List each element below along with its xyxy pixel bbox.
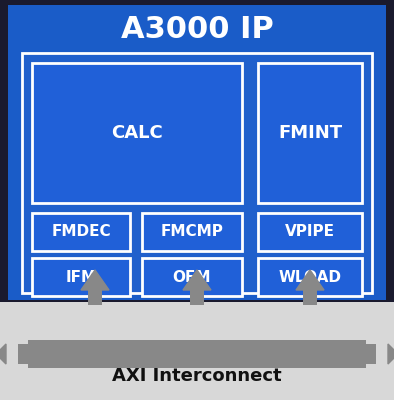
Polygon shape bbox=[296, 270, 324, 290]
Bar bbox=[142, 213, 242, 251]
Text: IFM: IFM bbox=[65, 270, 97, 284]
Polygon shape bbox=[0, 344, 6, 364]
Text: FMINT: FMINT bbox=[278, 124, 342, 142]
Text: OFM: OFM bbox=[173, 270, 211, 284]
Text: WLOAD: WLOAD bbox=[279, 270, 342, 284]
Bar bbox=[32, 213, 130, 251]
Text: VPIPE: VPIPE bbox=[285, 224, 335, 240]
Bar bbox=[18, 344, 28, 364]
Polygon shape bbox=[81, 270, 109, 290]
Text: FMCMP: FMCMP bbox=[161, 224, 223, 240]
Text: FMDEC: FMDEC bbox=[51, 224, 111, 240]
Polygon shape bbox=[183, 270, 211, 290]
Bar bbox=[258, 63, 362, 203]
Polygon shape bbox=[388, 344, 394, 364]
Bar bbox=[28, 340, 366, 368]
Text: CALC: CALC bbox=[111, 124, 163, 142]
Text: A3000 IP: A3000 IP bbox=[121, 14, 273, 44]
Bar bbox=[303, 288, 317, 305]
Bar bbox=[0, 302, 394, 400]
Text: AXI Interconnect: AXI Interconnect bbox=[112, 367, 282, 385]
Bar bbox=[8, 5, 386, 300]
Bar bbox=[88, 288, 102, 305]
Bar bbox=[32, 258, 130, 296]
Bar bbox=[190, 288, 204, 305]
Bar bbox=[366, 344, 376, 364]
Bar bbox=[142, 258, 242, 296]
Bar bbox=[258, 213, 362, 251]
Bar bbox=[258, 258, 362, 296]
Bar bbox=[22, 53, 372, 293]
Bar bbox=[32, 63, 242, 203]
